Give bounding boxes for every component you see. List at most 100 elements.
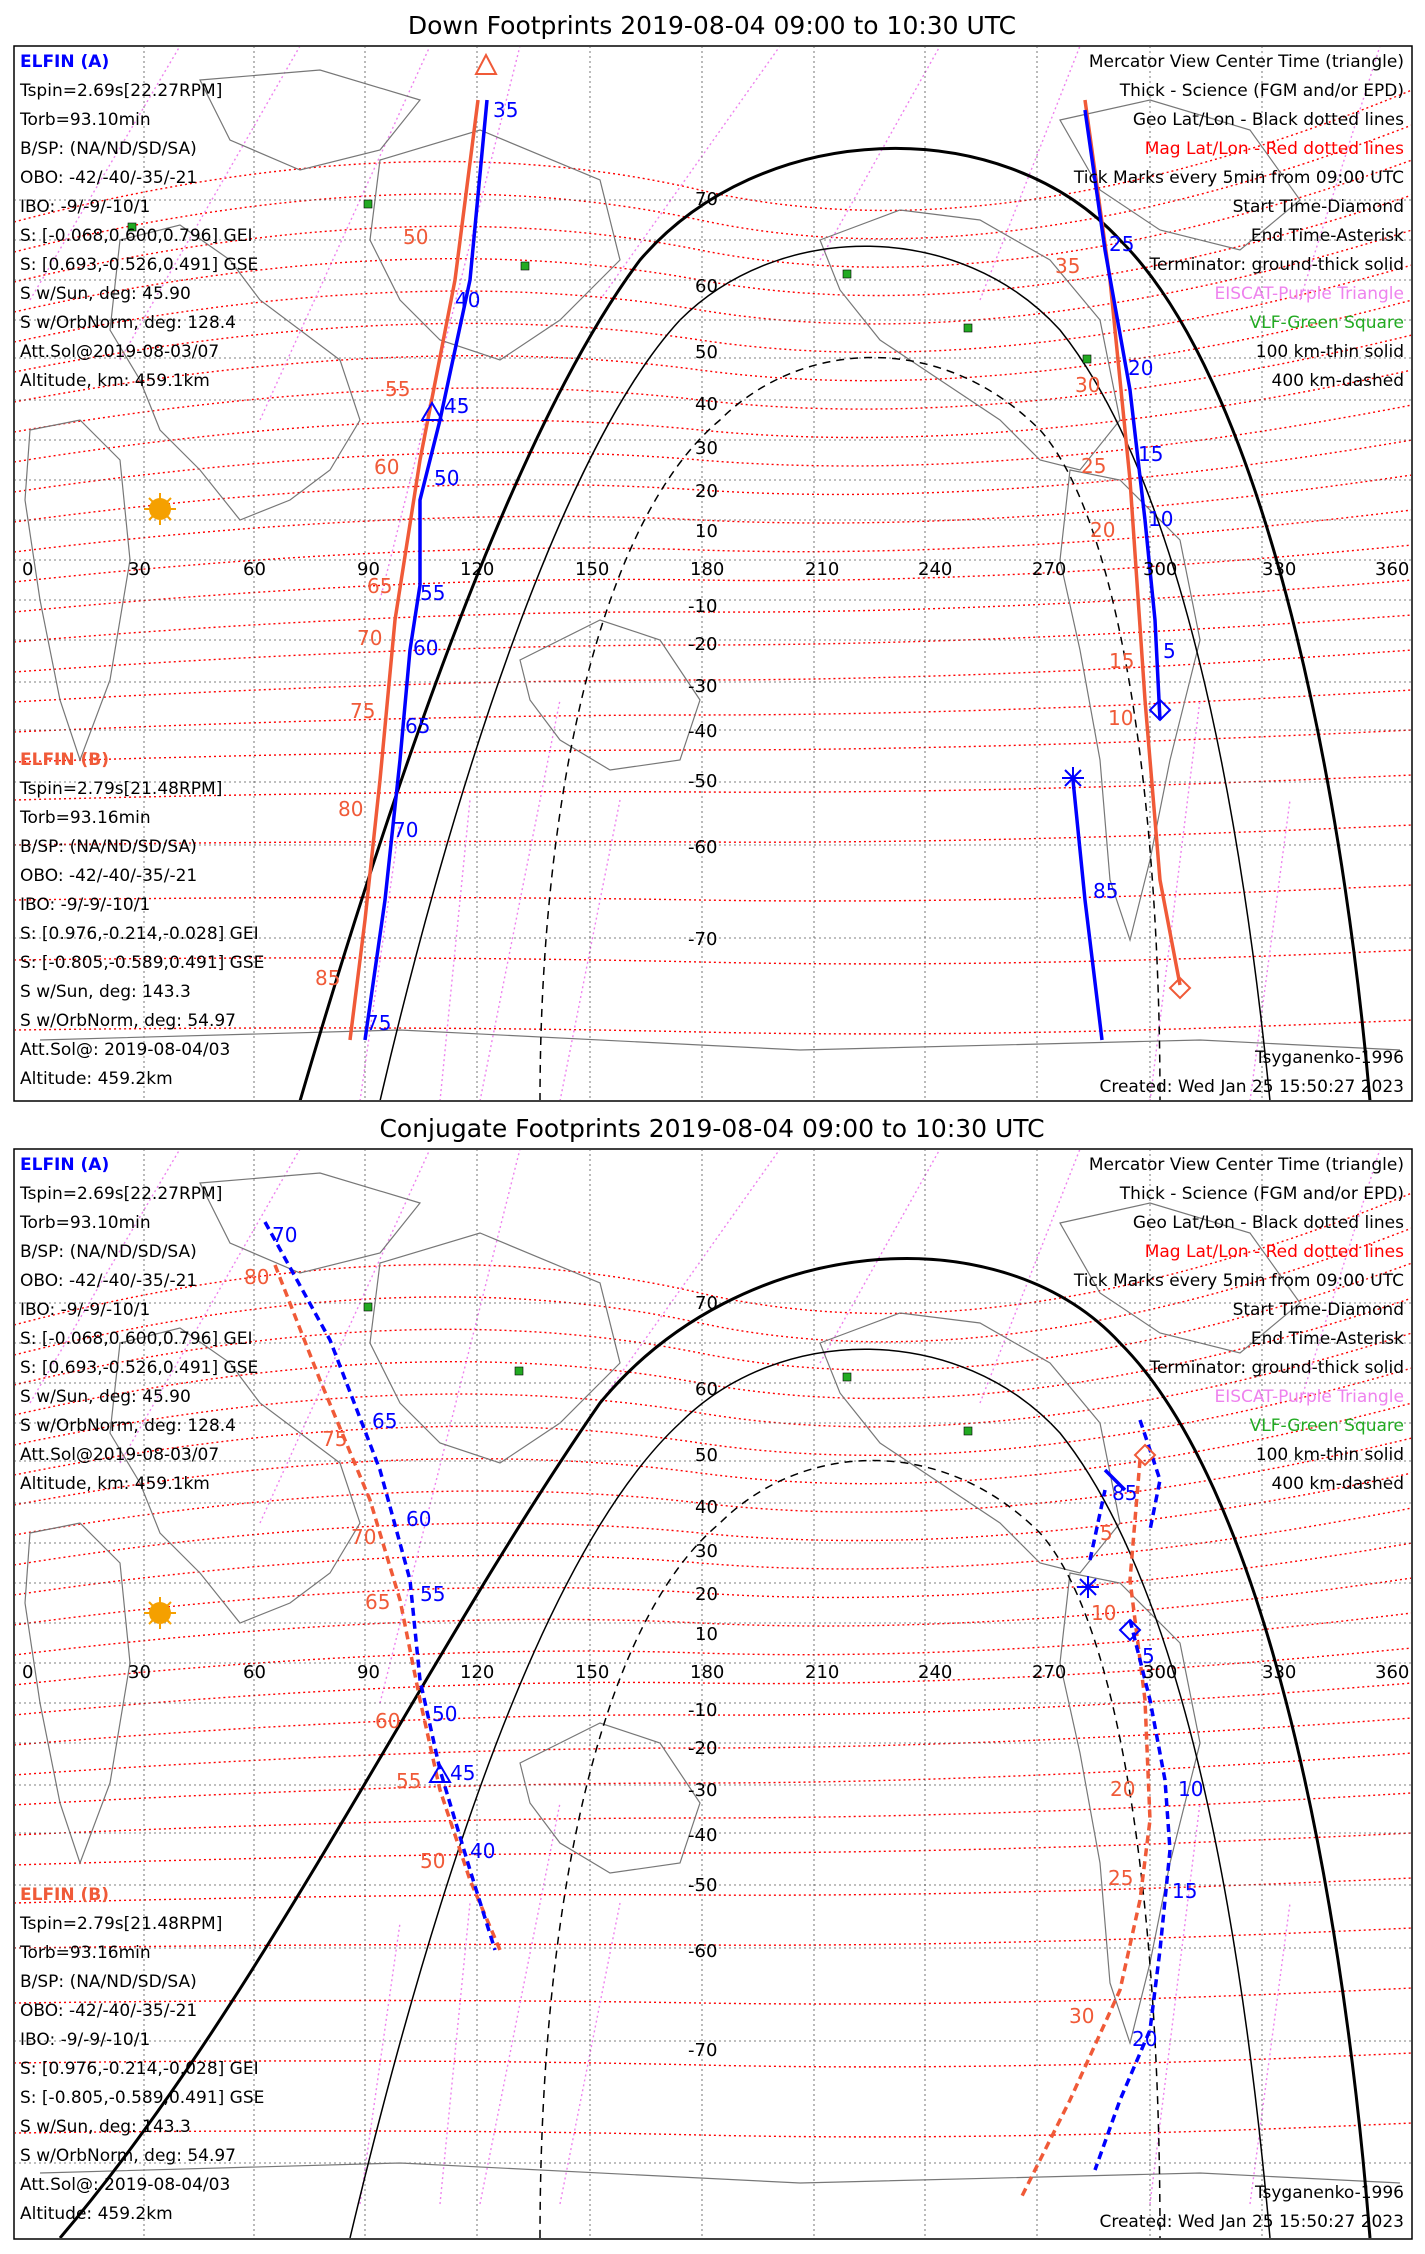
- svg-text:70: 70: [357, 626, 382, 650]
- svg-text:Mag Lat/Lon - Red dotted lines: Mag Lat/Lon - Red dotted lines: [1145, 139, 1404, 159]
- svg-text:40: 40: [695, 1497, 718, 1518]
- svg-text:35: 35: [493, 98, 518, 122]
- svg-text:Altitude: 459.2km: Altitude: 459.2km: [20, 2204, 173, 2224]
- svg-text:-70: -70: [688, 2040, 717, 2061]
- start-diamond-a: [1148, 698, 1172, 722]
- coastlines: [24, 69, 1401, 1051]
- svg-text:0: 0: [22, 559, 33, 580]
- svg-text:75: 75: [350, 699, 375, 723]
- altitude-and-terminator: [298, 146, 1372, 1100]
- svg-text:30: 30: [1069, 2004, 1094, 2028]
- svg-text:OBO: -42/-40/-35/-21: OBO: -42/-40/-35/-21: [20, 168, 197, 188]
- svg-text:300: 300: [1143, 1662, 1177, 1683]
- svg-text:VLF-Green Square: VLF-Green Square: [1250, 313, 1404, 333]
- svg-text:Altitude: 459.2km: Altitude: 459.2km: [20, 1069, 173, 1089]
- svg-text:B/SP: (NA/ND/SD/SA): B/SP: (NA/ND/SD/SA): [20, 139, 197, 159]
- svg-text:65: 65: [365, 1590, 390, 1614]
- center-time-triangle-a: [420, 401, 444, 421]
- svg-text:210: 210: [805, 1662, 839, 1683]
- svg-text:ELFIN (A): ELFIN (A): [20, 1155, 109, 1175]
- svg-text:50: 50: [695, 1445, 718, 1466]
- svg-text:60: 60: [375, 1709, 400, 1733]
- svg-text:55: 55: [420, 1582, 445, 1606]
- svg-text:360: 360: [1375, 559, 1409, 580]
- svg-text:5: 5: [1100, 1521, 1113, 1545]
- svg-text:75: 75: [322, 1427, 347, 1451]
- svg-text:Torb=93.10min: Torb=93.10min: [19, 1213, 151, 1233]
- elfin-b-info: ELFIN (B) Tspin=2.79s[21.48RPM] Torb=93.…: [19, 1885, 264, 2224]
- svg-text:70: 70: [272, 1223, 297, 1247]
- svg-text:-20: -20: [688, 1738, 717, 1759]
- svg-text:S w/OrbNorm, deg: 128.4: S w/OrbNorm, deg: 128.4: [20, 1416, 236, 1436]
- svg-text:ELFIN (B): ELFIN (B): [20, 750, 109, 770]
- svg-text:S: [0.693,-0.526,0.491] GSE: S: [0.693,-0.526,0.491] GSE: [20, 1358, 258, 1378]
- svg-text:400 km-dashed: 400 km-dashed: [1272, 1474, 1404, 1494]
- svg-text:60: 60: [406, 1507, 431, 1531]
- vlf-squares: [363, 1302, 973, 1436]
- svg-text:S w/Sun, deg: 143.3: S w/Sun, deg: 143.3: [20, 2117, 191, 2137]
- svg-text:Torb=93.16min: Torb=93.16min: [19, 1943, 151, 1963]
- svg-text:100 km-thin solid: 100 km-thin solid: [1256, 342, 1404, 362]
- svg-text:210: 210: [805, 559, 839, 580]
- svg-text:Tspin=2.69s[22.27RPM]: Tspin=2.69s[22.27RPM]: [19, 81, 222, 101]
- svg-text:S: [-0.805,-0.589,0.491] GSE: S: [-0.805,-0.589,0.491] GSE: [20, 953, 264, 973]
- svg-text:Altitude, km: 459.1km: Altitude, km: 459.1km: [20, 1474, 210, 1494]
- svg-text:-30: -30: [688, 1780, 717, 1801]
- svg-text:20: 20: [1090, 518, 1115, 542]
- svg-text:40: 40: [455, 288, 480, 312]
- svg-text:150: 150: [575, 1662, 609, 1683]
- svg-text:S: [0.976,-0.214,-0.028] GEI: S: [0.976,-0.214,-0.028] GEI: [20, 2059, 259, 2079]
- svg-text:Tick Marks every 5min from 09:: Tick Marks every 5min from 09:00 UTC: [1073, 168, 1404, 188]
- svg-text:70: 70: [695, 1293, 718, 1314]
- svg-text:Mercator View Center Time (tri: Mercator View Center Time (triangle): [1089, 1155, 1404, 1175]
- geo-grid: [15, 47, 1411, 1100]
- svg-text:Tspin=2.79s[21.48RPM]: Tspin=2.79s[21.48RPM]: [19, 1914, 222, 1934]
- lon-axis-labels: 0 30 60 90 120 150 180 210 240 270 300 3…: [22, 559, 1409, 580]
- svg-text:Altitude, km: 459.1km: Altitude, km: 459.1km: [20, 371, 210, 391]
- start-diamond-a: [1118, 1618, 1142, 1642]
- start-diamond-b: [1133, 1443, 1157, 1467]
- map-plot-area: 70 65 60 55 50 45 40 80 75 70 65 60 55 5…: [15, 1150, 1411, 2238]
- svg-text:70: 70: [351, 1525, 376, 1549]
- svg-text:85: 85: [1112, 1481, 1137, 1505]
- vlf-squares: [127, 199, 1092, 364]
- svg-text:15: 15: [1109, 649, 1134, 673]
- svg-text:60: 60: [243, 1662, 266, 1683]
- svg-text:60: 60: [243, 559, 266, 580]
- svg-text:25: 25: [1081, 454, 1106, 478]
- start-diamond-b: [1168, 976, 1192, 1000]
- svg-text:-60: -60: [688, 837, 717, 858]
- lon-axis-labels: 0 30 60 90 120 150 180 210 240 270 300 3…: [22, 1662, 1409, 1683]
- elfin-a-info: ELFIN (A) Tspin=2.69s[22.27RPM] Torb=93.…: [19, 1155, 258, 1494]
- svg-text:55: 55: [420, 581, 445, 605]
- center-time-triangle-b: [474, 52, 498, 75]
- svg-text:30: 30: [128, 559, 151, 580]
- lat-axis-labels: 70 60 50 40 30 20 10 -10 -20 -30 -40 -50…: [688, 189, 718, 950]
- center-time-triangle-a: [428, 1763, 452, 1783]
- elfin-a-track-west: [263, 1221, 497, 1951]
- legend: Mercator View Center Time (triangle) Thi…: [1073, 1155, 1404, 1494]
- elfin-a-east-tick-labels: 85 5 10 15 20: [1112, 1481, 1203, 2051]
- svg-text:Torb=93.10min: Torb=93.10min: [19, 110, 151, 130]
- svg-text:50: 50: [695, 342, 718, 363]
- svg-text:10: 10: [1148, 507, 1173, 531]
- svg-text:S: [-0.805,-0.589,0.491] GSE: S: [-0.805,-0.589,0.491] GSE: [20, 2088, 264, 2108]
- elfin-a-tick-labels: 35 40 45 50 55 60 65 70 75: [366, 98, 518, 1035]
- svg-text:-40: -40: [688, 1825, 717, 1846]
- svg-text:-40: -40: [688, 721, 717, 742]
- svg-text:55: 55: [385, 377, 410, 401]
- svg-text:-30: -30: [688, 676, 717, 697]
- svg-text:Thick - Science (FGM and/or EP: Thick - Science (FGM and/or EPD): [1119, 81, 1404, 101]
- svg-text:End Time-Asterisk: End Time-Asterisk: [1251, 226, 1404, 246]
- svg-text:90: 90: [357, 559, 380, 580]
- map-frame: [13, 45, 1413, 1102]
- svg-text:Thick - Science (FGM and/or EP: Thick - Science (FGM and/or EPD): [1119, 1184, 1404, 1204]
- elfin-a-solid-east: [1103, 1468, 1127, 1492]
- svg-text:Start Time-Diamond: Start Time-Diamond: [1233, 1300, 1404, 1320]
- svg-text:85: 85: [1093, 879, 1118, 903]
- elfin-a-info: ELFIN (A) Tspin=2.69s[22.27RPM] Torb=93.…: [19, 52, 258, 391]
- elfin-b-track-west: [273, 1264, 502, 1951]
- svg-text:70: 70: [393, 818, 418, 842]
- svg-text:B/SP: (NA/ND/SD/SA): B/SP: (NA/ND/SD/SA): [20, 1242, 197, 1262]
- end-asterisk-a: [1062, 767, 1084, 789]
